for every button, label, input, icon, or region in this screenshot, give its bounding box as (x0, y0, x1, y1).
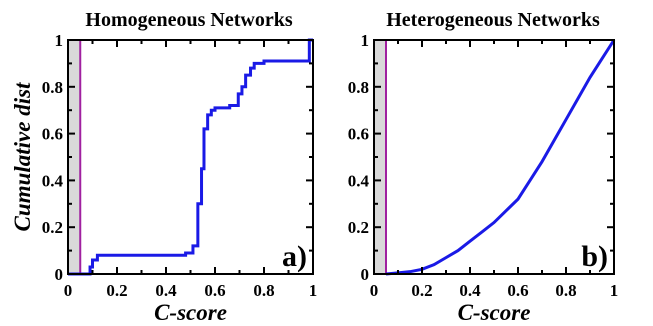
y-tick-label: 0 (55, 265, 64, 284)
series-line-0 (68, 38, 313, 276)
x-tick-label: 0.8 (555, 281, 576, 300)
y-tick-label: 0.4 (42, 171, 64, 190)
y-tick-label: 0.2 (42, 218, 63, 237)
x-tick-label: 1 (309, 281, 318, 300)
y-tick-label: 0.2 (348, 218, 369, 237)
x-tick-label: 0 (370, 281, 379, 300)
shaded-region (68, 40, 81, 274)
y-tick-label: 1 (361, 31, 370, 50)
y-tick-label: 0.6 (42, 125, 63, 144)
x-tick-label: 0.4 (155, 281, 177, 300)
x-tick-label: 0.2 (411, 281, 432, 300)
series-line-0 (385, 39, 616, 276)
y-tick-label: 0.8 (348, 78, 369, 97)
y-tick-label: 0 (361, 265, 370, 284)
y-tick-label: 0.6 (348, 125, 369, 144)
plot-frame (67, 39, 314, 275)
x-tick-label: 0.6 (507, 281, 528, 300)
plot-frame (373, 39, 615, 275)
shaded-region (374, 40, 386, 274)
y-axis-label: Cumulative dist (10, 82, 35, 231)
panel-heterogeneous: 0 0.2 0.4 0.6 0.8 1 0 0.2 0.4 0.6 0.8 1 Heterogeneou… (348, 9, 619, 325)
x-tick-label: 0.4 (459, 281, 481, 300)
x-tick-label: 0.8 (253, 281, 274, 300)
y-tick-label: 1 (55, 31, 64, 50)
x-axis-label: C-score (154, 300, 227, 325)
y-tick-label: 0.4 (348, 171, 370, 190)
panel-homogeneous: 0 0.2 0.4 0.6 0.8 1 0 0.2 0.4 0.6 0.8 1 Homogeneous … (10, 9, 317, 325)
x-tick-label: 0.6 (204, 281, 225, 300)
x-tick-label: 0 (64, 281, 73, 300)
panel-label: b) (581, 240, 608, 273)
x-axis-label: C-score (458, 300, 531, 325)
y-tick-label: 0.8 (42, 78, 63, 97)
x-tick-label: 1 (610, 281, 619, 300)
chart-title: Heterogeneous Networks (386, 9, 600, 31)
panel-label: a) (282, 240, 307, 273)
x-tick-label: 0.2 (106, 281, 127, 300)
chart-title: Homogeneous Networks (85, 9, 292, 31)
